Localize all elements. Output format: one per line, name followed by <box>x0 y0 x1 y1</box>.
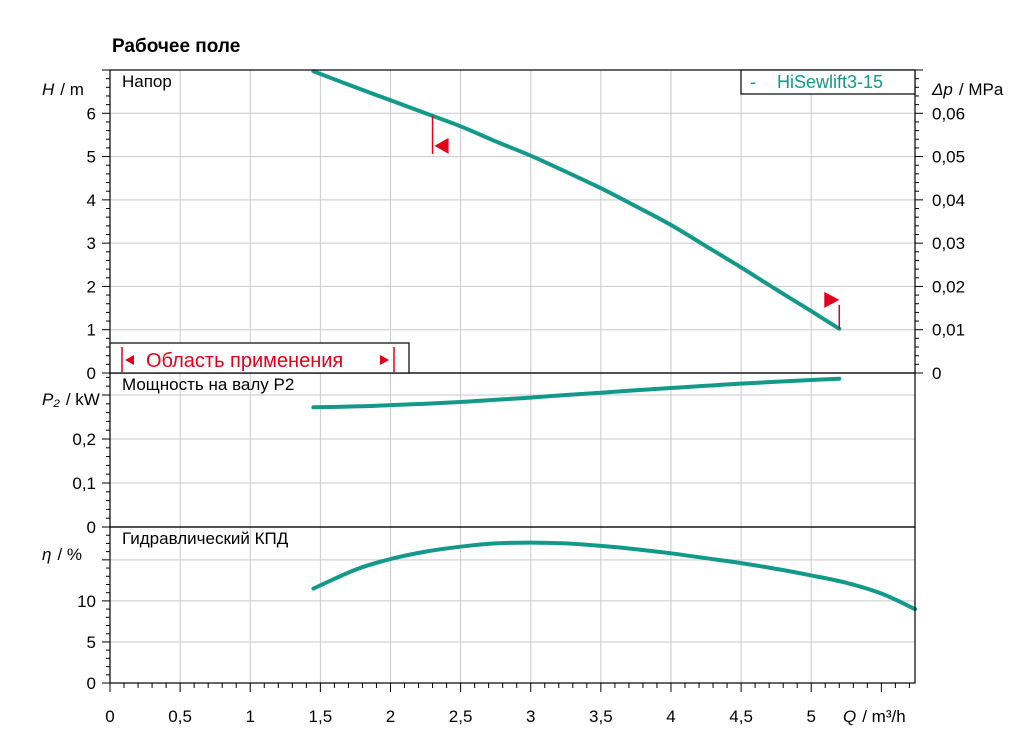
y-tick-label: 10 <box>77 592 96 611</box>
y-tick-label: 1 <box>87 321 96 340</box>
y2-tick-label: 0,02 <box>932 277 965 296</box>
y-tick-label: 2 <box>87 277 96 296</box>
y-tick-label: 0 <box>87 674 96 693</box>
y2-tick-label: 0 <box>932 364 941 383</box>
panel-frame-efficiency <box>109 526 916 684</box>
y-tick-label: 0 <box>87 364 96 383</box>
application-range-box <box>109 342 410 374</box>
panel-title-efficiency: Гидравлический КПД <box>122 529 289 548</box>
curve-head <box>311 69 842 331</box>
x-axis-label: Q / m³/h <box>843 707 906 726</box>
marker-layer: Область применения <box>109 115 841 374</box>
tick-layer <box>102 69 923 692</box>
application-range-left-arrow <box>125 355 134 365</box>
panel-title-head: Напор <box>122 72 172 91</box>
y-tick-label: 6 <box>87 104 96 123</box>
x-tick-label: 4,5 <box>729 707 753 726</box>
x-tick-label: 1,5 <box>309 707 333 726</box>
panel-frame-power <box>109 372 916 528</box>
y-tick-label: 4 <box>87 191 96 210</box>
x-tick-label: 5 <box>806 707 815 726</box>
curve-efficiency <box>311 540 917 612</box>
y2-tick-label: 0,04 <box>932 191 965 210</box>
legend-label: HiSewlift3-15 <box>777 72 883 92</box>
y2-tick-label: 0,06 <box>932 104 965 123</box>
legend-dash: - <box>750 72 756 92</box>
x-tick-label: 2 <box>386 707 395 726</box>
x-tick-label: 0 <box>105 707 114 726</box>
y-tick-label: 5 <box>87 148 96 167</box>
y-tick-label: 0 <box>87 518 96 537</box>
x-tick-label: 2,5 <box>449 707 473 726</box>
y-tick-label: 0,2 <box>72 430 96 449</box>
frame-layer <box>109 69 916 684</box>
legend-box <box>740 69 916 95</box>
y-tick-label: 0,1 <box>72 474 96 493</box>
y2-tick-label: 0,03 <box>932 234 965 253</box>
label-layer: 0 1 2 3 4 5 6H / m Напор 0 0,1 0,2 P₂ / kW Мощность на… <box>42 69 1004 726</box>
range-start-marker-arrow <box>434 137 449 154</box>
curve-power <box>311 376 842 410</box>
page-title: Рабочее поле <box>112 36 241 57</box>
y-tick-label: 5 <box>87 633 96 652</box>
x-tick-label: 1 <box>246 707 255 726</box>
x-tick-label: 4 <box>666 707 675 726</box>
x-tick-label: 0,5 <box>168 707 192 726</box>
application-range-right-arrow <box>380 355 389 365</box>
panel-title-power: Мощность на валу P2 <box>122 375 294 394</box>
y2-axis-label: Δp / MPa <box>931 80 1004 99</box>
y2-tick-label: 0,01 <box>932 321 965 340</box>
y-axis-label-power: P₂ / kW <box>42 390 100 409</box>
curve-layer <box>311 69 917 612</box>
x-tick-label: 3 <box>526 707 535 726</box>
range-end-marker-arrow <box>824 291 840 308</box>
y-axis-label-efficiency: η / % <box>42 545 82 564</box>
y-tick-label: 3 <box>87 234 96 253</box>
y-axis-label-head: H / m <box>42 80 84 99</box>
panel-frame-head <box>109 69 916 374</box>
application-range-label: Область применения <box>146 350 343 372</box>
y2-tick-label: 0,05 <box>932 148 965 167</box>
x-tick-label: 3,5 <box>589 707 613 726</box>
